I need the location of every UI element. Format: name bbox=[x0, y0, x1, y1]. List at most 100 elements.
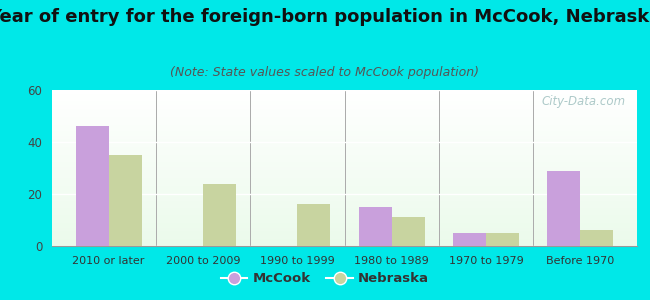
Bar bbox=[52, 168, 637, 170]
Bar bbox=[52, 177, 637, 179]
Bar bbox=[52, 101, 637, 103]
Bar bbox=[52, 130, 637, 132]
Bar bbox=[297, 204, 330, 246]
Bar bbox=[52, 220, 637, 221]
Text: Year of entry for the foreign-born population in McCook, Nebraska: Year of entry for the foreign-born popul… bbox=[0, 8, 650, 26]
Bar bbox=[52, 191, 637, 193]
Bar bbox=[52, 110, 637, 112]
Bar bbox=[52, 98, 637, 99]
Bar bbox=[52, 232, 637, 233]
Bar bbox=[52, 155, 637, 157]
Bar bbox=[52, 229, 637, 230]
Bar bbox=[52, 187, 637, 188]
Bar bbox=[52, 159, 637, 160]
Bar bbox=[52, 184, 637, 185]
Bar bbox=[52, 216, 637, 218]
Bar bbox=[52, 208, 637, 210]
Bar bbox=[52, 163, 637, 165]
Bar bbox=[52, 199, 637, 201]
Bar bbox=[52, 149, 637, 151]
Bar bbox=[52, 118, 637, 120]
Bar bbox=[52, 215, 637, 216]
Bar bbox=[52, 146, 637, 148]
Text: City-Data.com: City-Data.com bbox=[541, 95, 625, 108]
Bar bbox=[52, 157, 637, 159]
Bar bbox=[52, 198, 637, 199]
Bar bbox=[75, 126, 109, 246]
Bar bbox=[52, 167, 637, 168]
Bar bbox=[52, 160, 637, 162]
Bar bbox=[359, 207, 392, 246]
Bar bbox=[52, 137, 637, 138]
Bar bbox=[52, 194, 637, 196]
Bar bbox=[52, 93, 637, 95]
Bar bbox=[52, 185, 637, 187]
Bar bbox=[580, 230, 614, 246]
Bar bbox=[52, 106, 637, 107]
Bar bbox=[52, 104, 637, 106]
Bar bbox=[52, 171, 637, 173]
Bar bbox=[52, 224, 637, 226]
Bar bbox=[52, 92, 637, 93]
Bar bbox=[52, 113, 637, 115]
Bar bbox=[52, 207, 637, 208]
Bar bbox=[52, 129, 637, 130]
Bar bbox=[52, 173, 637, 174]
Bar bbox=[52, 112, 637, 113]
Bar bbox=[52, 115, 637, 116]
Bar bbox=[52, 134, 637, 135]
Bar bbox=[52, 181, 637, 182]
Bar bbox=[52, 99, 637, 101]
Bar bbox=[52, 196, 637, 198]
Bar bbox=[52, 121, 637, 123]
Bar bbox=[52, 244, 637, 246]
Bar bbox=[52, 182, 637, 184]
Bar bbox=[52, 123, 637, 124]
Bar bbox=[52, 226, 637, 227]
Bar bbox=[52, 126, 637, 128]
Bar bbox=[52, 95, 637, 96]
Bar bbox=[52, 138, 637, 140]
Bar bbox=[392, 218, 424, 246]
Bar bbox=[52, 241, 637, 243]
Legend: McCook, Nebraska: McCook, Nebraska bbox=[216, 267, 434, 290]
Text: (Note: State values scaled to McCook population): (Note: State values scaled to McCook pop… bbox=[170, 66, 480, 79]
Bar bbox=[52, 162, 637, 163]
Bar bbox=[52, 165, 637, 166]
Bar bbox=[52, 240, 637, 241]
Bar bbox=[52, 202, 637, 204]
Bar bbox=[52, 223, 637, 224]
Bar bbox=[52, 143, 637, 145]
Bar bbox=[453, 233, 486, 246]
Bar bbox=[52, 120, 637, 121]
Bar bbox=[52, 152, 637, 154]
Bar bbox=[52, 206, 637, 207]
Bar bbox=[52, 227, 637, 229]
Bar bbox=[52, 124, 637, 126]
Bar bbox=[52, 140, 637, 142]
Bar bbox=[486, 233, 519, 246]
Bar bbox=[52, 154, 637, 155]
Bar bbox=[52, 128, 637, 129]
Bar bbox=[109, 155, 142, 246]
Bar bbox=[52, 96, 637, 98]
Bar bbox=[52, 235, 637, 237]
Bar bbox=[52, 190, 637, 191]
Bar bbox=[203, 184, 236, 246]
Bar bbox=[52, 213, 637, 215]
Bar bbox=[52, 218, 637, 220]
Bar bbox=[52, 221, 637, 223]
Bar bbox=[52, 107, 637, 109]
Bar bbox=[52, 116, 637, 118]
Bar bbox=[52, 135, 637, 137]
Bar bbox=[52, 109, 637, 110]
Bar bbox=[52, 151, 637, 152]
Bar bbox=[52, 237, 637, 238]
Bar bbox=[52, 204, 637, 206]
Bar bbox=[52, 233, 637, 235]
Bar bbox=[52, 188, 637, 190]
Bar bbox=[52, 201, 637, 202]
Bar bbox=[52, 230, 637, 232]
Bar bbox=[52, 145, 637, 146]
Bar bbox=[52, 90, 637, 92]
